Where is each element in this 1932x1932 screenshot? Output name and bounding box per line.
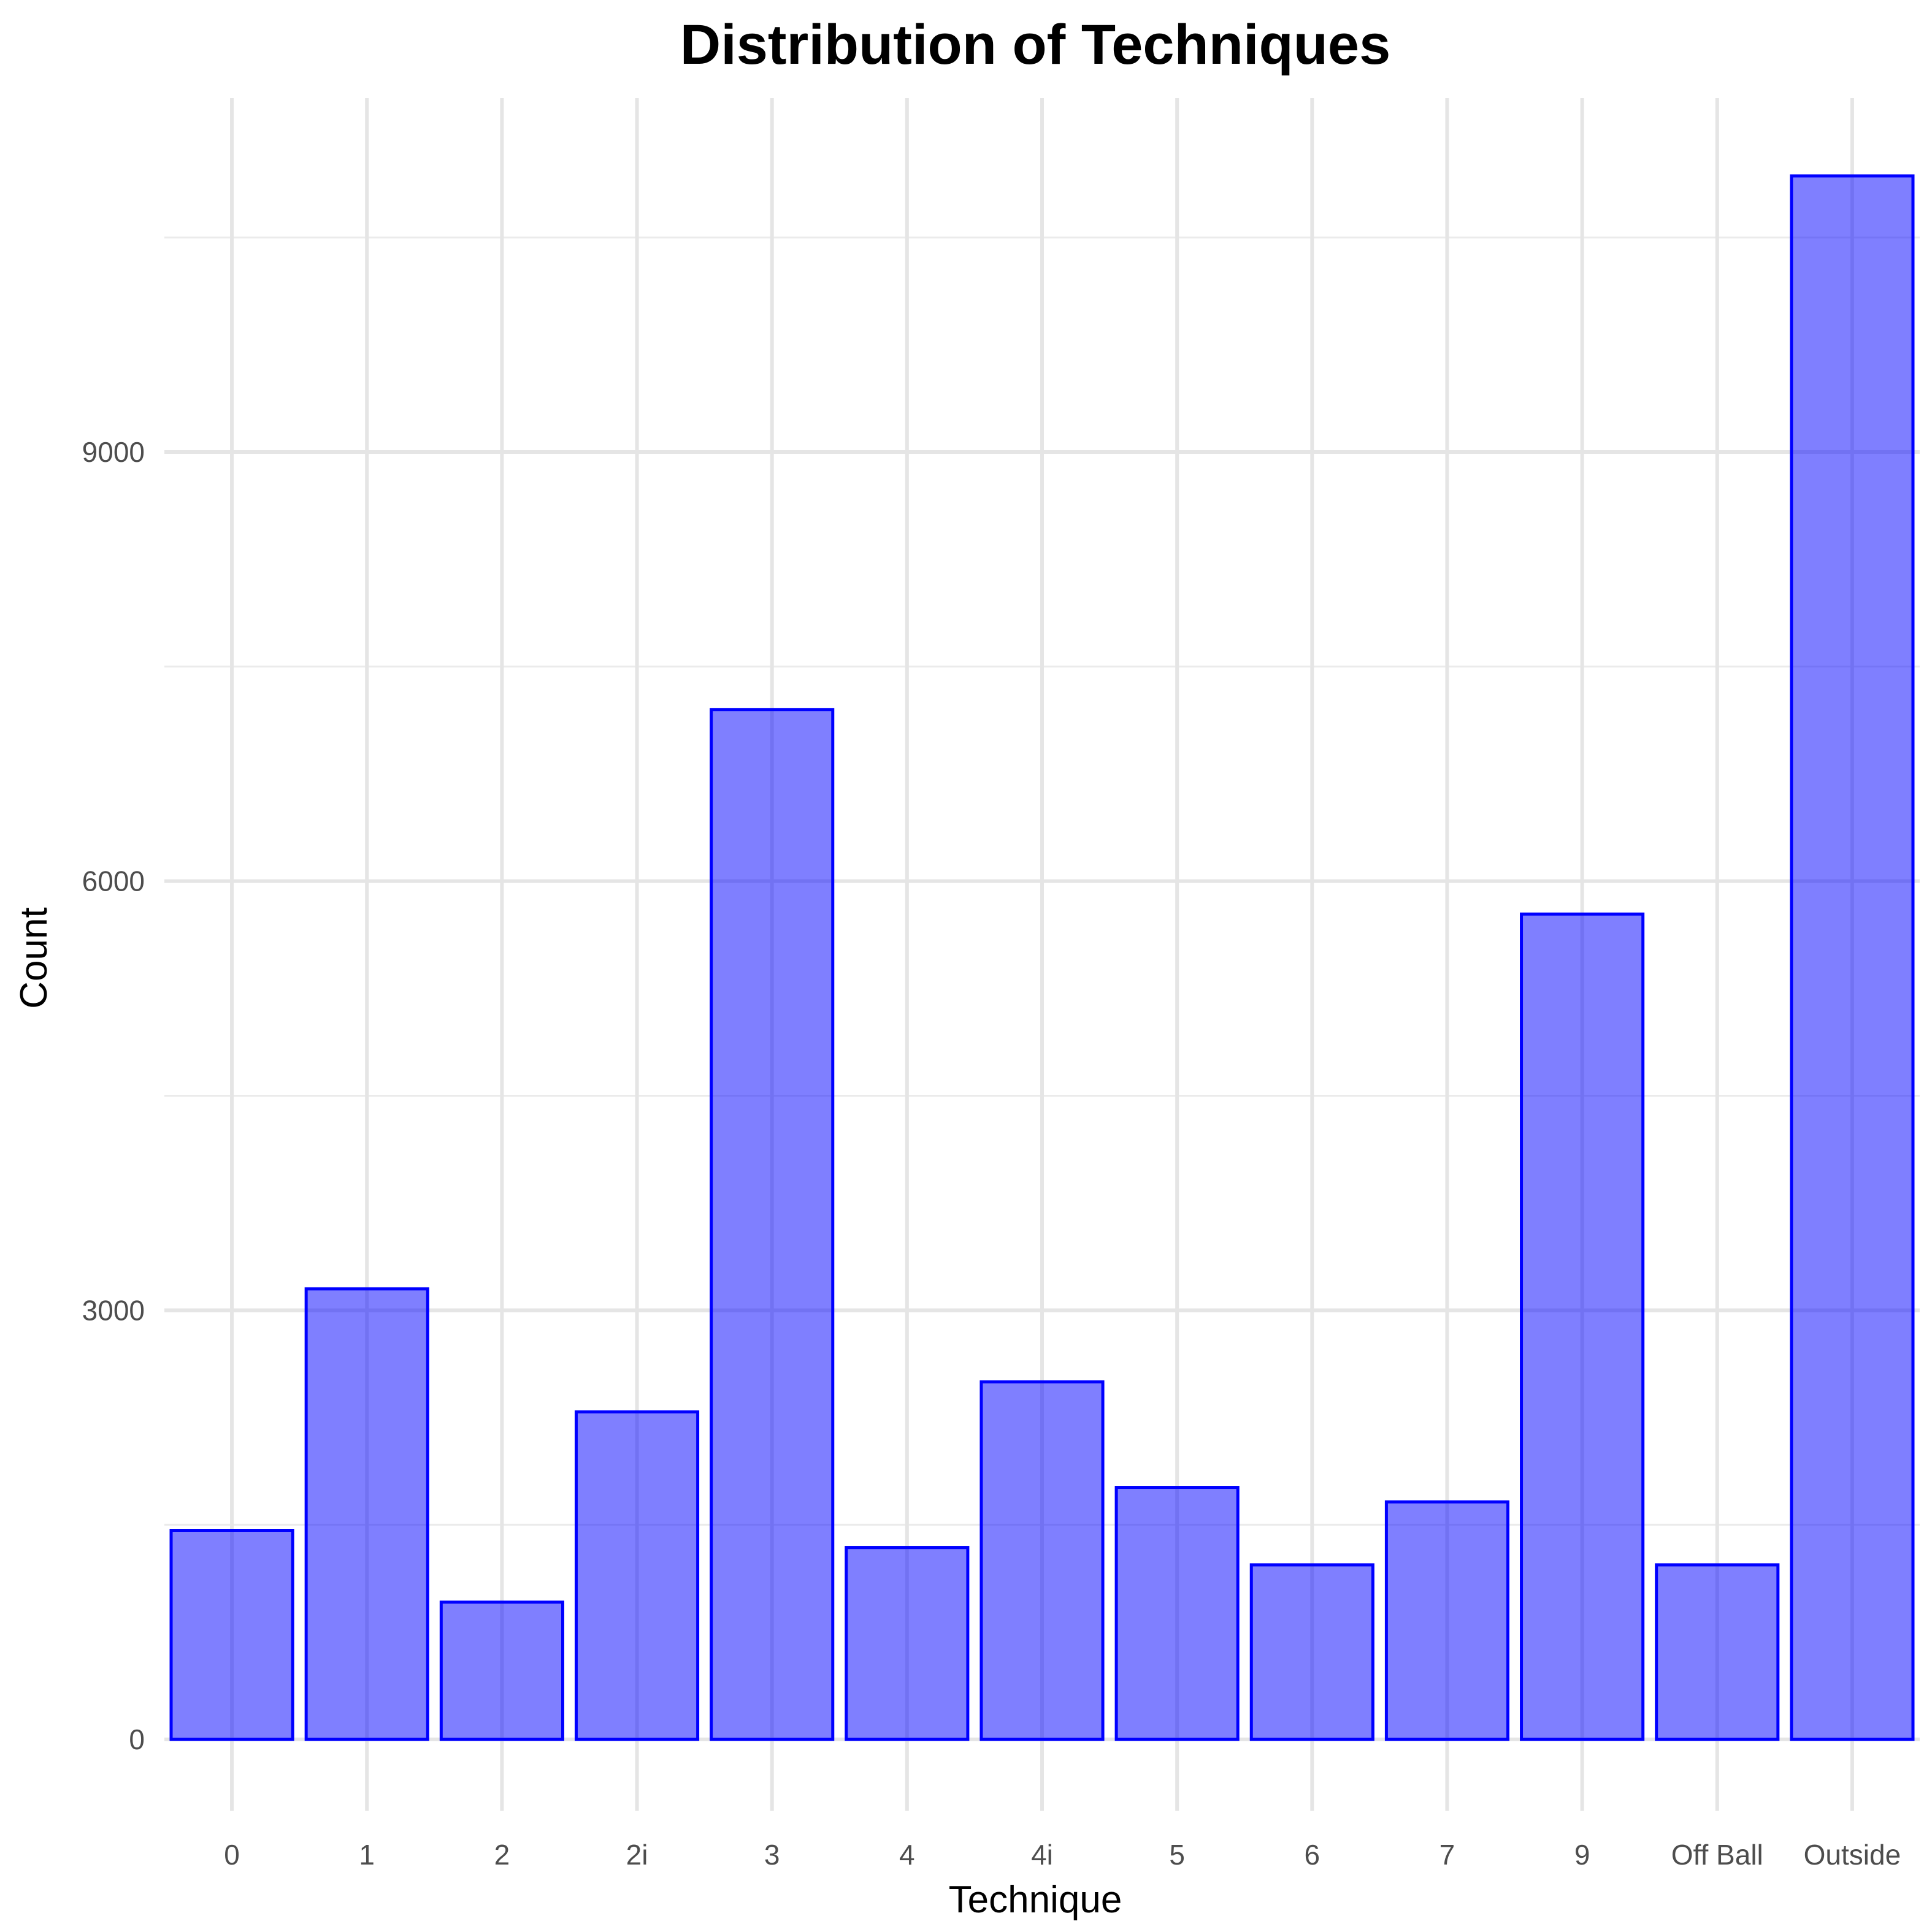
- bars: [169, 174, 1915, 1741]
- y-tick-label: 3000: [82, 1294, 145, 1326]
- x-tick-label: 5: [1169, 1839, 1185, 1871]
- x-tick-label: Outside: [1804, 1839, 1901, 1871]
- x-tick-label: 4: [899, 1839, 915, 1871]
- bar: [845, 1546, 970, 1741]
- bar: [1790, 174, 1915, 1741]
- bar: [1249, 1563, 1374, 1741]
- x-tick-label: 9: [1574, 1839, 1590, 1871]
- bar: [1655, 1563, 1780, 1741]
- bar: [979, 1380, 1105, 1741]
- x-tick-label: 7: [1439, 1839, 1455, 1871]
- x-tick-label: 2i: [626, 1839, 648, 1871]
- y-tick-label: 0: [129, 1723, 145, 1755]
- y-axis-ticks: 0 3000 6000 9000: [82, 436, 145, 1755]
- x-tick-label: Off Ball: [1671, 1839, 1763, 1871]
- x-tick-label: 3: [764, 1839, 780, 1871]
- bar: [1384, 1500, 1510, 1741]
- x-tick-label: 2: [494, 1839, 510, 1871]
- y-tick-label: 6000: [82, 865, 145, 897]
- bar: [439, 1600, 564, 1741]
- bar: [1114, 1486, 1240, 1741]
- x-axis-title: Technique: [949, 1879, 1122, 1921]
- x-tick-label: 6: [1305, 1839, 1321, 1871]
- x-axis-ticks: 0 1 2 2i 3 4 4i 5 6 7 9 Off Ball Outside: [224, 1839, 1901, 1871]
- y-axis-title: Count: [13, 907, 55, 1008]
- bar: [169, 1528, 294, 1741]
- y-tick-label: 9000: [82, 436, 145, 468]
- bar: [1520, 912, 1645, 1741]
- chart-title: Distribution of Techniques: [680, 13, 1391, 76]
- x-tick-label: 4i: [1031, 1839, 1053, 1871]
- bar: [304, 1287, 429, 1741]
- x-tick-label: 0: [224, 1839, 240, 1871]
- x-tick-label: 1: [359, 1839, 375, 1871]
- bar: [574, 1410, 700, 1741]
- bar: [710, 708, 835, 1741]
